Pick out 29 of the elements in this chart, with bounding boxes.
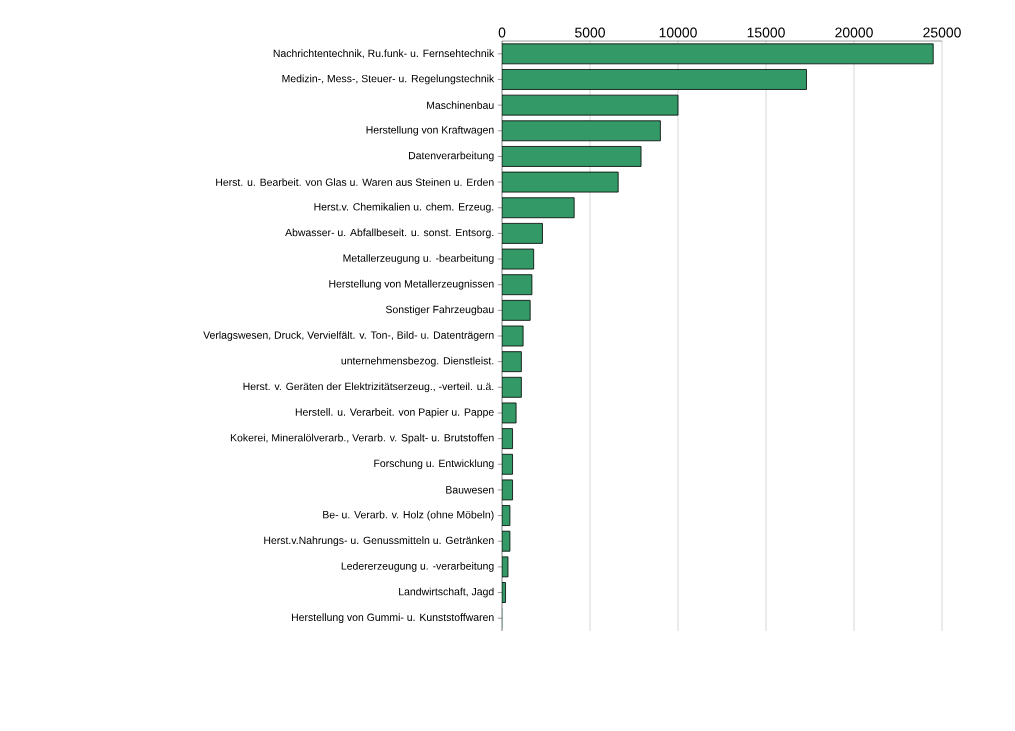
y-tick-label: unternehmensbezog. Dienstleist. bbox=[341, 356, 494, 367]
x-tick-label: 15000 bbox=[747, 27, 785, 38]
y-tick-label: Nachrichtentechnik, Ru.funk- u. Fernsehtechnik bbox=[273, 49, 495, 59]
y-tick-label: Ledererzeugung u. -verarbeitung bbox=[341, 562, 494, 572]
x-tick-label: 5000 bbox=[575, 27, 605, 38]
x-tick-label: 20000 bbox=[835, 27, 873, 38]
x-tick-label: 25000 bbox=[923, 27, 961, 38]
x-tick-label: 10000 bbox=[659, 27, 697, 38]
y-tick-label: Herst.v. Chemikalien u. chem. Erzeug. bbox=[314, 202, 494, 213]
y-tick-label: Herstellung von Gummi- u. Kunststoffwaren bbox=[291, 613, 494, 624]
y-tick-label: Herst. u. Bearbeit. von Glas u. Waren aus Steinen u. Erden bbox=[216, 178, 494, 186]
y-tick-label: Abwasser- u. Abfallbeseit. u. sonst. Entsorg. bbox=[285, 228, 494, 239]
x-tick-label: 0 bbox=[498, 27, 506, 38]
y-tick-label: Datenverarbeitung bbox=[409, 151, 494, 162]
y-tick-label: Maschinenbau bbox=[427, 101, 494, 109]
y-tick-label: Sonstiger Fahrzeugbau bbox=[385, 305, 494, 316]
y-tick-label: Kokerei, Mineralölverarb., Verarb. v. Spalt- u. Brutstoffen bbox=[230, 433, 494, 444]
y-tick-label: Herst.v.Nahrungs- u. Genussmitteln u. Getränken bbox=[264, 536, 494, 547]
y-tick-label: Medizin-, Mess-, Steuer- u. Regelungstechnik bbox=[282, 74, 495, 85]
y-tick-label: Landwirtschaft, Jagd bbox=[399, 587, 494, 598]
y-tick-label: Be- u. Verarb. v. Holz (ohne Möbeln) bbox=[323, 510, 494, 521]
y-tick-label: Forschung u. Entwicklung bbox=[374, 459, 494, 470]
y-tick-label: Verlagswesen, Druck, Vervielfält. v. Ton-, Bild- u. Datenträgern bbox=[203, 331, 494, 341]
y-tick-label: Metallerzeugung u. -bearbeitung bbox=[343, 254, 494, 264]
y-tick-label: Herst. v. Geräten der Elektrizitätserzeug., -verteil. u.ä. bbox=[243, 382, 494, 393]
y-tick-label: Herstellung von Kraftwagen bbox=[366, 125, 494, 136]
y-tick-label: Herstellung von Metallerzeugnissen bbox=[329, 279, 494, 290]
y-tick-label: Herstell. u. Verarbeit. von Papier u. Pappe bbox=[295, 408, 494, 418]
y-tick-label: Bauwesen bbox=[446, 486, 494, 494]
